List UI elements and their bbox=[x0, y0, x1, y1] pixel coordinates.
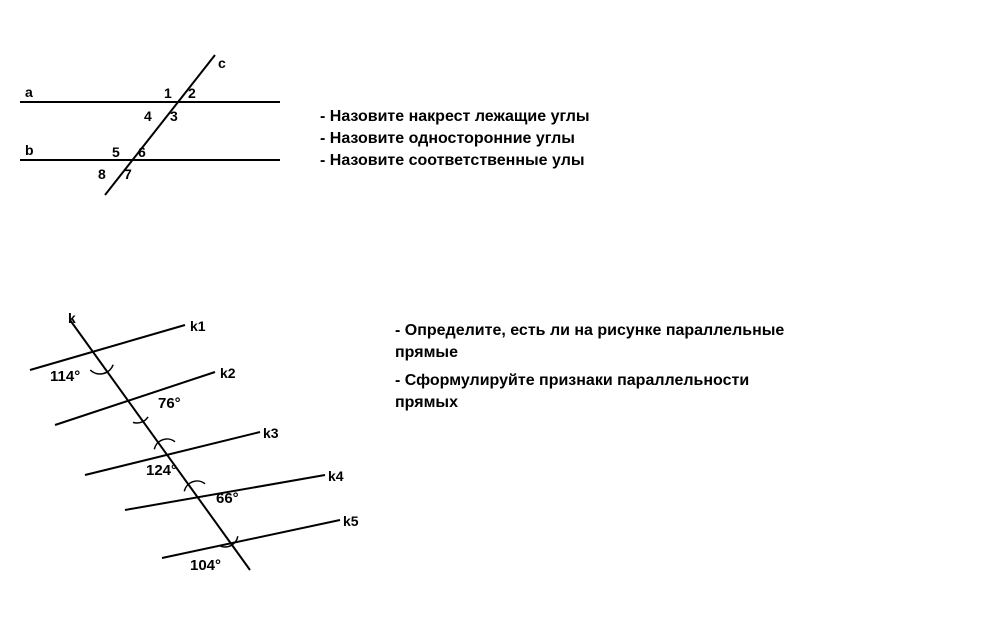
angle-label-3: 3 bbox=[170, 108, 178, 124]
line-label-k5: k5 bbox=[343, 513, 359, 529]
angle-label-8: 8 bbox=[98, 166, 106, 182]
angle-label-5: 5 bbox=[112, 144, 120, 160]
task2-line-0: - Определите, есть ли на рисунке паралле… bbox=[395, 320, 815, 364]
line-label-k1: k1 bbox=[190, 318, 206, 334]
geometry-svg bbox=[0, 0, 1008, 630]
line-label-k: k bbox=[68, 310, 76, 326]
angle-label-4: 4 bbox=[144, 108, 152, 124]
angle-label-2: 2 bbox=[188, 85, 196, 101]
task2-line-1: - Сформулируйте признаки параллельности … bbox=[395, 370, 815, 414]
line-label-b: b bbox=[25, 142, 34, 158]
line-label-a: a bbox=[25, 84, 33, 100]
angle-label-6: 6 bbox=[138, 144, 146, 160]
angle-label-1: 1 bbox=[164, 85, 172, 101]
task1-line-0: - Назовите накрест лежащие углы bbox=[320, 108, 590, 126]
line-label-k2: k2 bbox=[220, 365, 236, 381]
angle-value-k2: 76° bbox=[158, 395, 181, 412]
angle-value-k3: 124° bbox=[146, 462, 177, 479]
line-label-k4: k4 bbox=[328, 468, 344, 484]
line-label-k3: k3 bbox=[263, 425, 279, 441]
angle-value-k5: 104° bbox=[190, 557, 221, 574]
angle-value-k4: 66° bbox=[216, 490, 239, 507]
angle-label-7: 7 bbox=[124, 166, 132, 182]
task1-line-2: - Назовите соответственные улы bbox=[320, 152, 585, 170]
task1-line-1: - Назовите односторонние углы bbox=[320, 130, 575, 148]
angle-value-k1: 114° bbox=[50, 368, 80, 385]
line-label-c: c bbox=[218, 55, 226, 71]
